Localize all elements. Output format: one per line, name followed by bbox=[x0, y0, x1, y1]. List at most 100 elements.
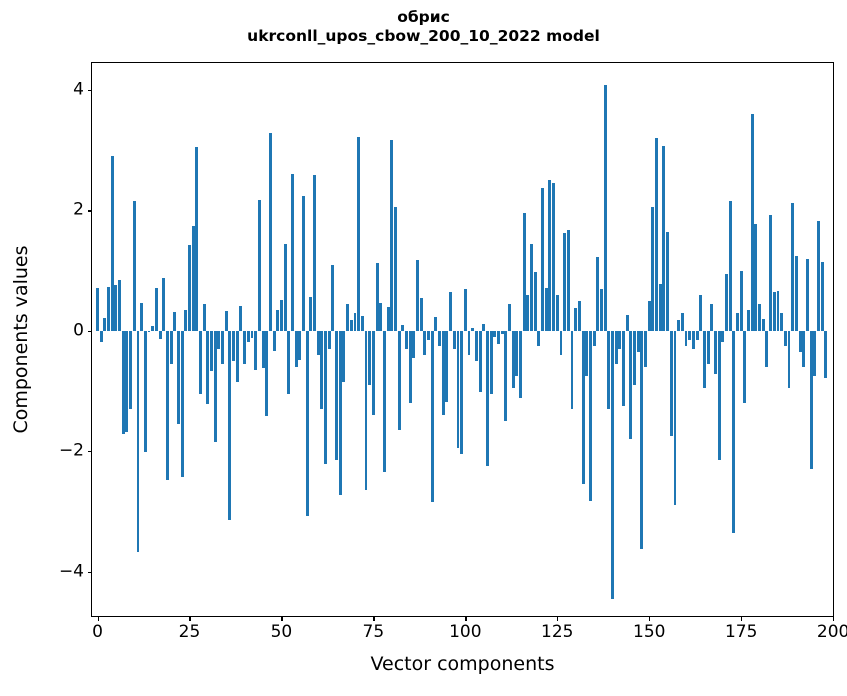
bar bbox=[533, 271, 537, 331]
bar bbox=[386, 306, 390, 331]
bar bbox=[140, 303, 144, 331]
bar bbox=[114, 284, 118, 331]
bar bbox=[508, 304, 511, 331]
bar bbox=[563, 233, 567, 331]
bar bbox=[265, 330, 269, 417]
x-axis-tick bbox=[97, 616, 99, 621]
bar bbox=[434, 317, 438, 331]
bar bbox=[706, 330, 710, 364]
bar bbox=[430, 330, 434, 503]
x-axis-label: Vector components bbox=[370, 653, 555, 675]
bar bbox=[787, 330, 791, 389]
bar bbox=[699, 294, 703, 331]
x-axis-tick-label: 150 bbox=[633, 622, 666, 642]
bar bbox=[684, 330, 688, 346]
bar bbox=[235, 330, 239, 383]
bar bbox=[132, 201, 136, 331]
bar bbox=[644, 330, 648, 367]
bar bbox=[655, 138, 659, 331]
bar bbox=[250, 330, 254, 339]
bar bbox=[342, 330, 346, 383]
bar bbox=[816, 220, 820, 331]
bar bbox=[599, 288, 603, 331]
bar bbox=[125, 330, 129, 432]
x-axis-tick-label: 125 bbox=[541, 622, 574, 642]
bar bbox=[805, 258, 809, 331]
bar bbox=[224, 311, 228, 331]
bar bbox=[324, 330, 328, 465]
bar bbox=[717, 330, 721, 461]
bar bbox=[585, 330, 589, 376]
bar bbox=[302, 196, 305, 331]
bar bbox=[246, 330, 250, 342]
bar bbox=[412, 330, 416, 358]
bar bbox=[316, 330, 320, 355]
bar bbox=[798, 330, 802, 352]
x-axis-tick bbox=[741, 616, 743, 621]
bar bbox=[471, 327, 475, 331]
bar bbox=[99, 330, 103, 342]
bar bbox=[747, 309, 751, 331]
bar bbox=[725, 273, 728, 331]
bar bbox=[463, 288, 467, 331]
bar bbox=[566, 229, 570, 331]
bar bbox=[184, 309, 188, 331]
bar bbox=[169, 330, 173, 364]
bar bbox=[478, 330, 482, 393]
bar bbox=[596, 257, 600, 331]
bar bbox=[309, 296, 313, 331]
bar bbox=[305, 330, 309, 517]
bar bbox=[695, 330, 699, 340]
bar bbox=[243, 330, 247, 364]
bar bbox=[327, 330, 331, 349]
bar bbox=[390, 140, 394, 331]
bar bbox=[298, 330, 302, 360]
bar bbox=[268, 132, 272, 331]
bar bbox=[103, 317, 107, 331]
bar bbox=[555, 294, 559, 331]
bar bbox=[541, 187, 545, 331]
x-axis-tick-label: 0 bbox=[92, 622, 103, 642]
bar bbox=[691, 330, 695, 349]
bar bbox=[824, 330, 828, 378]
bar bbox=[449, 292, 453, 331]
bar bbox=[736, 312, 739, 331]
y-axis-tick-label: −2 bbox=[58, 440, 84, 461]
y-axis-tick bbox=[87, 330, 92, 333]
chart-title-line-2: ukrconll_upos_cbow_200_10_2022 model bbox=[247, 27, 600, 45]
bar bbox=[199, 330, 202, 395]
bar bbox=[677, 320, 681, 331]
bar bbox=[515, 330, 519, 376]
y-axis-tick bbox=[87, 90, 92, 92]
bar bbox=[279, 300, 283, 331]
bar bbox=[427, 330, 431, 340]
bar bbox=[272, 330, 276, 351]
bar bbox=[511, 330, 515, 389]
bar bbox=[118, 279, 122, 331]
x-axis-tick bbox=[465, 616, 467, 621]
bar bbox=[287, 330, 291, 395]
bar bbox=[313, 174, 316, 331]
bar bbox=[809, 330, 813, 470]
bar bbox=[254, 330, 258, 370]
bar bbox=[382, 330, 386, 473]
bar bbox=[548, 180, 552, 331]
bar bbox=[346, 304, 350, 331]
bar bbox=[574, 307, 578, 331]
y-axis-tick-label: −4 bbox=[58, 561, 84, 582]
bar bbox=[357, 137, 361, 331]
bar bbox=[669, 330, 673, 437]
bar bbox=[213, 330, 217, 442]
bar bbox=[607, 330, 611, 410]
bar bbox=[544, 287, 548, 331]
bar bbox=[162, 278, 166, 331]
bar bbox=[772, 291, 776, 331]
bar bbox=[136, 330, 140, 553]
bar bbox=[147, 330, 151, 333]
bar bbox=[688, 330, 692, 340]
y-axis-tick bbox=[87, 451, 92, 453]
bar bbox=[375, 263, 379, 331]
bar bbox=[173, 312, 177, 331]
x-axis-tick-label: 75 bbox=[362, 622, 385, 642]
bar bbox=[371, 330, 375, 416]
